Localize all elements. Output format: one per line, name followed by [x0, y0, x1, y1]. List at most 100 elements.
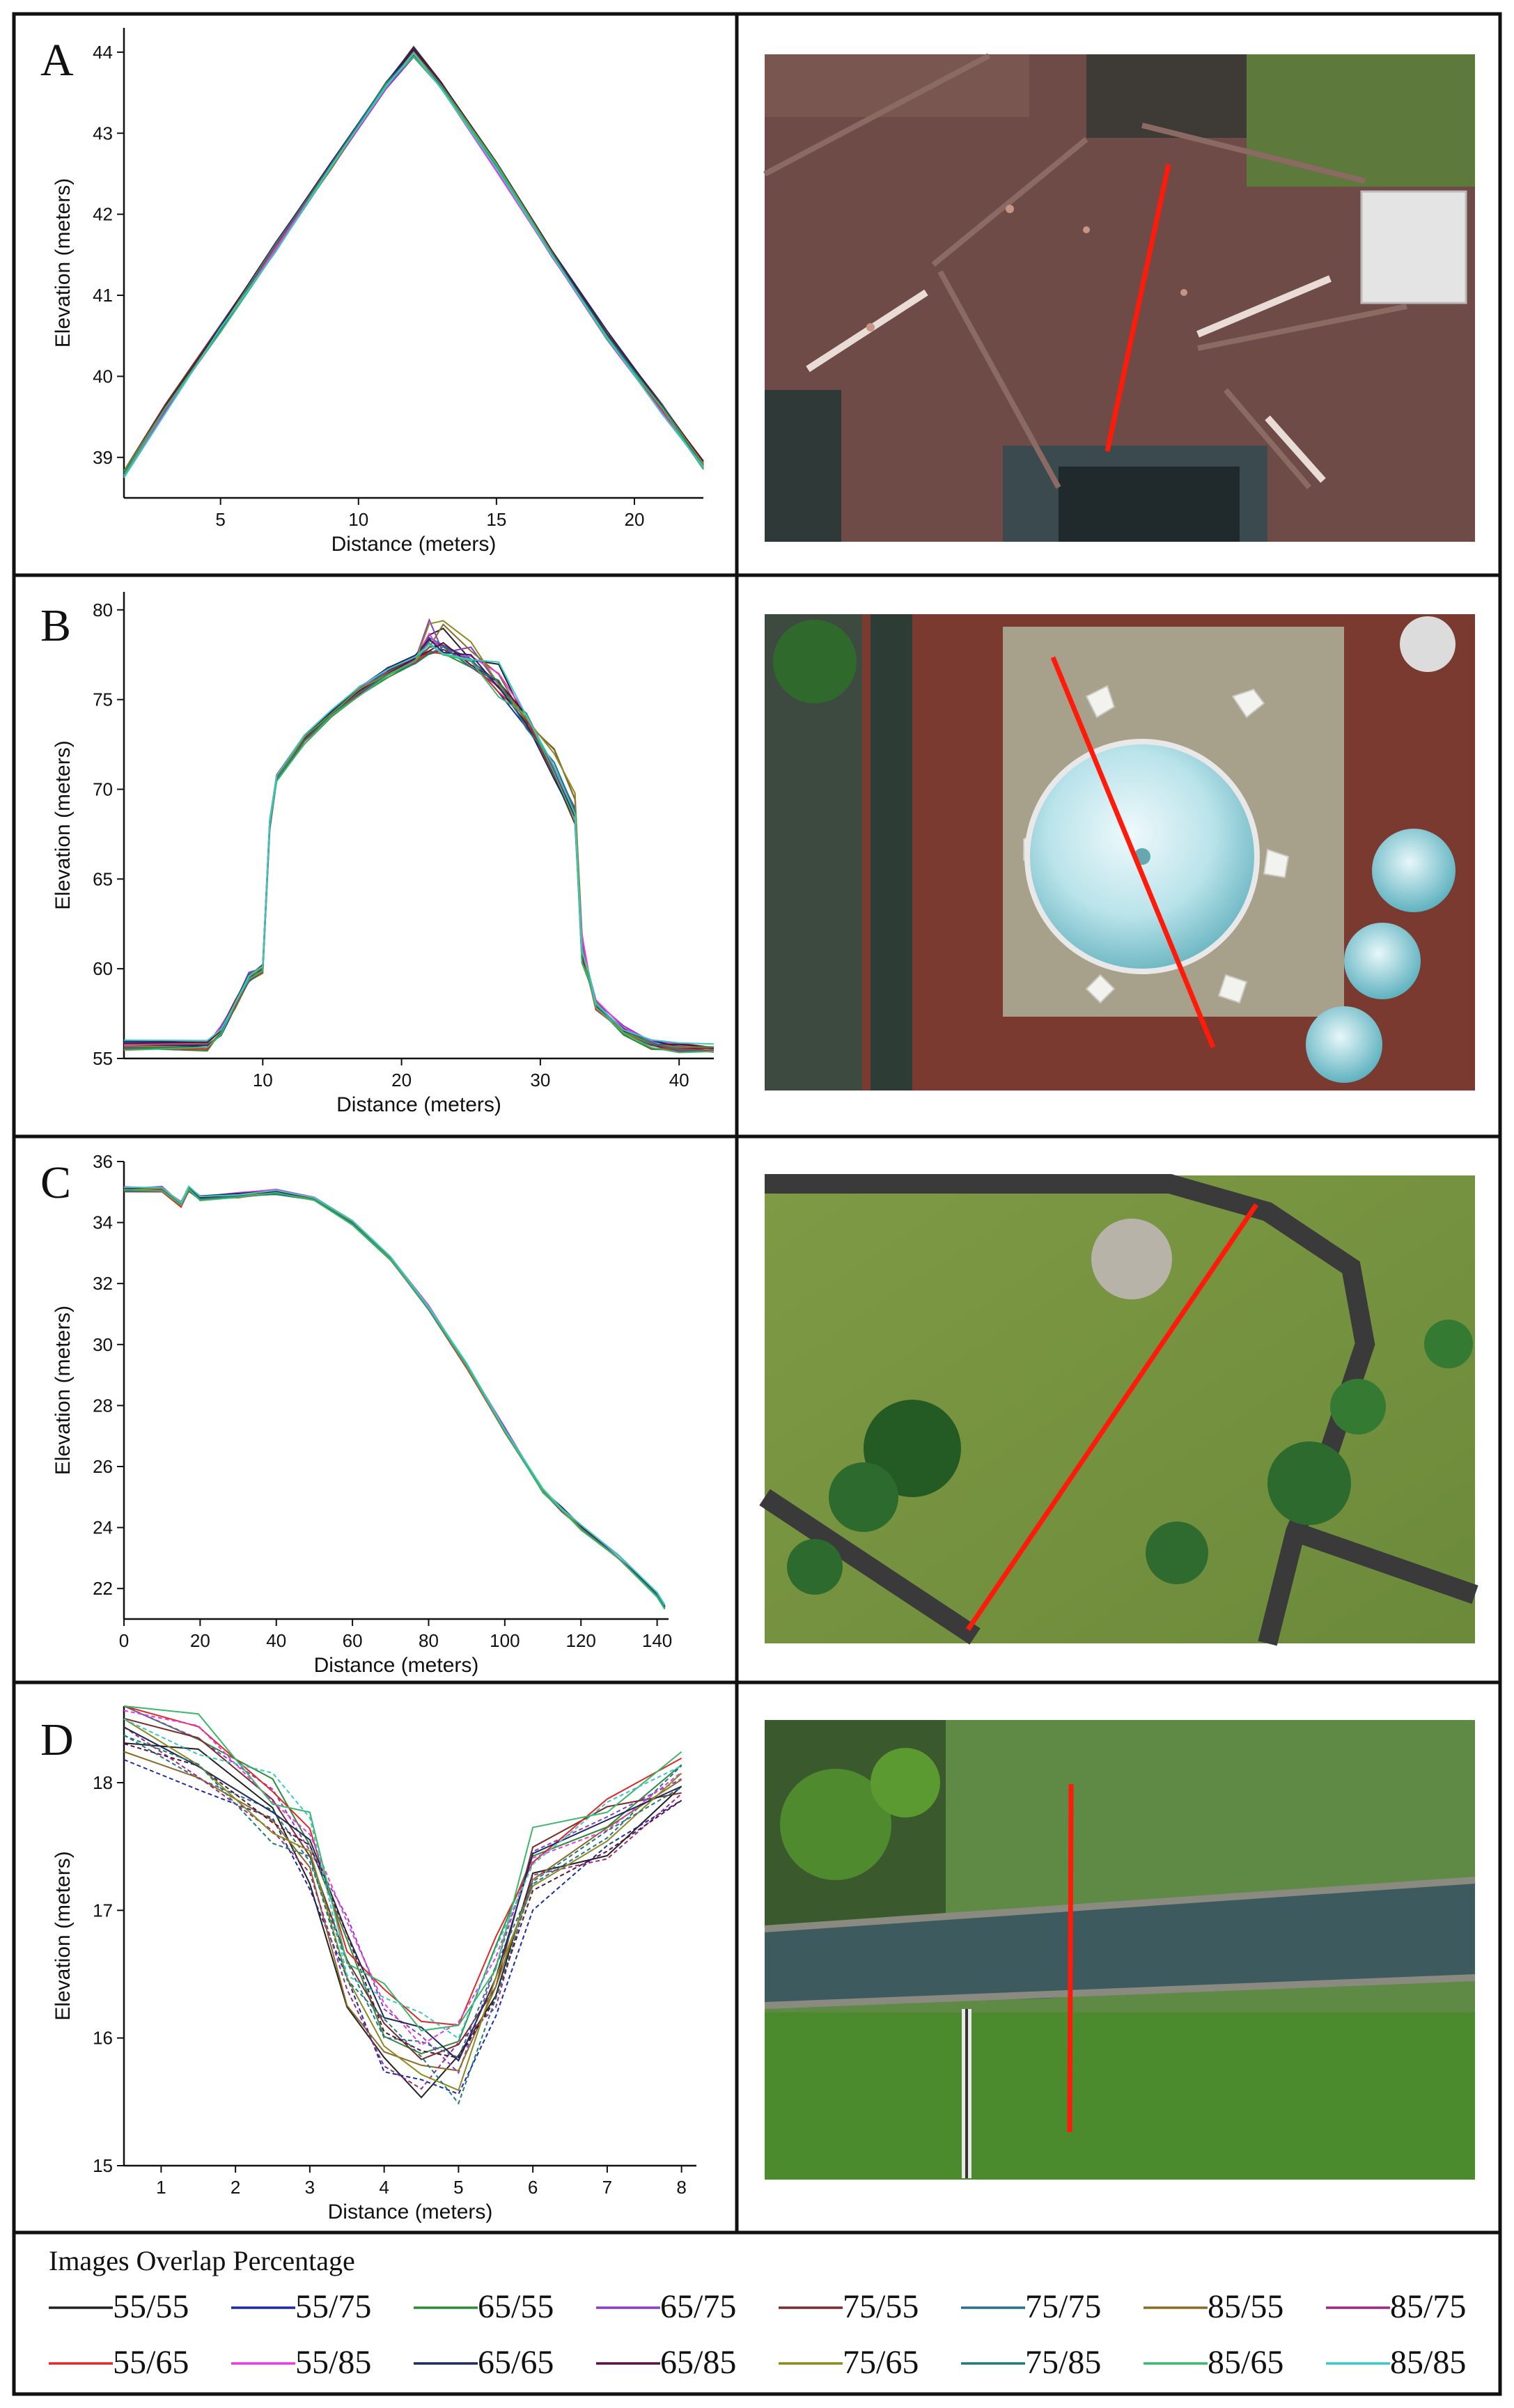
series-line-65-75	[123, 56, 704, 476]
series-line-65-55	[123, 54, 704, 474]
x-tick-label: 140	[642, 1630, 672, 1651]
legend-title: Images Overlap Percentage	[49, 2245, 355, 2276]
series-line-75-55	[123, 1187, 666, 1607]
x-tick-label: 60	[343, 1630, 363, 1651]
legend-label: 75/75	[1025, 2288, 1101, 2325]
series-line-85-75	[123, 1726, 682, 2090]
chart-panel-d: D 1 2 3 4 5 6 7 8 15 16 17 18 Distance (meters) Elevat…	[40, 1705, 696, 2223]
series-line-75-65	[123, 1718, 682, 2092]
series-line-75-85	[123, 1187, 666, 1608]
y-tick-label: 24	[93, 1517, 113, 1538]
x-axis-label: Distance (meters)	[331, 533, 497, 556]
series-line-85-75	[123, 639, 715, 1053]
panel-label-c: C	[40, 1157, 71, 1208]
x-tick-label: 7	[602, 2177, 612, 2198]
series-line-85-55	[123, 1188, 666, 1609]
series-line-85-55	[123, 623, 715, 1053]
legend-label: 55/65	[113, 2344, 189, 2381]
series-line-85-75	[123, 1188, 666, 1608]
series-line-65-55	[123, 1705, 682, 2055]
x-tick-label: 20	[624, 509, 644, 530]
series-line-75-85	[123, 646, 715, 1053]
x-axis-label: Distance (meters)	[328, 2200, 493, 2223]
series-line-75-75	[123, 636, 715, 1048]
x-axis-label: Distance (meters)	[314, 1654, 479, 1677]
x-tick-label: 0	[119, 1630, 129, 1651]
x-tick-label: 40	[266, 1630, 286, 1651]
panel-label-d: D	[40, 1714, 74, 1765]
series-line-55-85	[123, 1710, 682, 2047]
x-tick-label: 15	[486, 509, 506, 530]
series-line-65-55	[123, 1189, 666, 1609]
series-line-85-65	[123, 1187, 666, 1610]
legend-label: 85/75	[1390, 2288, 1466, 2325]
y-tick-label: 34	[93, 1212, 113, 1233]
series-line-65-55	[123, 651, 715, 1052]
legend-label: 85/85	[1390, 2344, 1466, 2381]
x-tick-label: 5	[215, 509, 225, 530]
series-line-55-55	[123, 49, 704, 475]
y-tick-label: 30	[93, 1334, 113, 1355]
figure-frame	[12, 12, 1502, 2396]
x-tick-label: 30	[530, 1070, 550, 1090]
x-tick-label: 3	[305, 2177, 315, 2198]
y-axis-label: Elevation (meters)	[52, 1306, 75, 1475]
x-tick-label: 5	[453, 2177, 463, 2198]
series-line-75-55	[123, 648, 715, 1049]
x-tick-label: 6	[528, 2177, 538, 2198]
y-tick-label: 17	[93, 1900, 113, 1921]
series-line-55-65	[123, 1705, 682, 2026]
legend-label: 55/55	[113, 2288, 189, 2325]
series-line-55-85	[123, 632, 715, 1050]
y-tick-label: 26	[93, 1456, 113, 1477]
series-line-85-65	[123, 641, 715, 1054]
panel-label-b: B	[40, 600, 71, 651]
series-line-55-65	[123, 1189, 666, 1610]
y-tick-label: 44	[93, 42, 113, 63]
x-tick-label: 40	[669, 1070, 689, 1090]
chart-panel-b: B 10 20 30 40 55 60 65 70 75 80 Distance (meters) El…	[40, 592, 715, 1116]
x-tick-label: 4	[379, 2177, 389, 2198]
x-tick-label: 1	[156, 2177, 166, 2198]
y-tick-label: 60	[93, 958, 113, 979]
y-tick-label: 40	[93, 366, 113, 386]
series-line-55-85	[123, 1186, 666, 1606]
series-line-65-85	[123, 1743, 682, 2059]
series-line-65-65	[123, 638, 715, 1049]
series-line-55-65	[123, 650, 715, 1051]
legend-label: 65/65	[478, 2344, 554, 2381]
y-axis-label: Elevation (meters)	[52, 1851, 75, 2020]
series-line-65-65	[123, 1726, 682, 2062]
y-tick-label: 36	[93, 1151, 113, 1172]
series-line-65-75	[123, 1705, 682, 2074]
x-tick-label: 2	[231, 2177, 240, 2198]
series-line-85-85	[123, 643, 715, 1045]
x-tick-label: 20	[190, 1630, 210, 1651]
x-tick-label: 100	[490, 1630, 520, 1651]
y-tick-label: 80	[93, 600, 113, 620]
chart-panel-a: A 5 10 15 20 39 40 41 42 43 44 Distance (meters) Ele…	[40, 28, 704, 556]
series-line-85-85	[123, 1718, 682, 2040]
series-line-75-65	[123, 620, 715, 1049]
series-line-55-65	[123, 54, 704, 475]
series-line-55-75	[123, 1189, 666, 1608]
series-line-85-85	[123, 52, 704, 478]
series-line-85-85	[123, 1185, 666, 1606]
legend-label: 65/75	[660, 2288, 736, 2325]
legend-label: 65/85	[660, 2344, 736, 2381]
y-tick-label: 42	[93, 204, 113, 225]
series-line-65-85	[123, 641, 715, 1049]
series-line-85-65	[123, 55, 704, 476]
y-axis-label: Elevation (meters)	[52, 740, 75, 909]
legend-label: 65/55	[478, 2288, 554, 2325]
series-line-75-65	[123, 1187, 666, 1609]
series-line-55-55	[123, 1188, 666, 1609]
x-tick-label: 20	[391, 1070, 412, 1090]
y-tick-label: 16	[93, 2028, 113, 2049]
series-line-65-85	[123, 49, 704, 475]
series-line-85-55	[123, 50, 704, 476]
x-tick-label: 8	[676, 2177, 686, 2198]
legend-label: 85/65	[1208, 2344, 1283, 2381]
series-line-55-85	[123, 51, 704, 477]
